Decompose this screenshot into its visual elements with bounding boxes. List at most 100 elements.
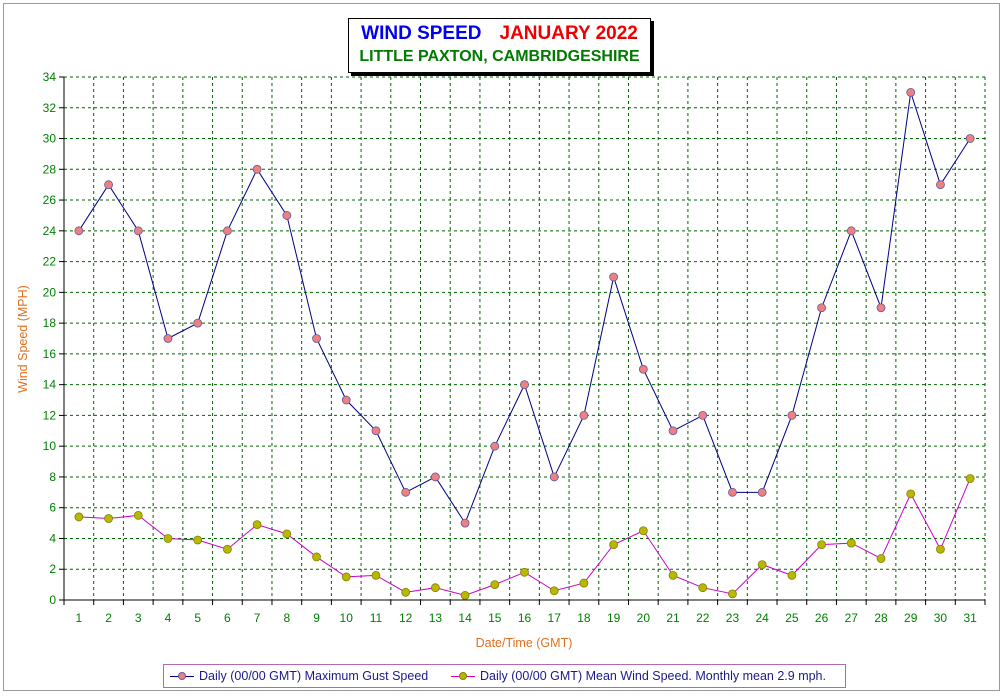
chart-subtitle: LITTLE PAXTON, CAMBRIDGESHIRE: [359, 48, 640, 65]
mean-point: [401, 587, 411, 597]
gust-point: [638, 364, 648, 374]
gust-point: [787, 411, 797, 420]
y-tick-label: 30: [43, 132, 57, 146]
chart-frame: [3, 3, 1000, 691]
x-tick-label: 30: [934, 611, 948, 625]
gust-point: [579, 411, 589, 420]
y-tick-label: 4: [49, 531, 56, 545]
gust-point: [460, 518, 470, 528]
y-tick-label: 8: [49, 470, 56, 484]
y-tick-label: 20: [43, 285, 57, 299]
gust-point: [520, 380, 529, 390]
gust-point: [104, 180, 113, 190]
gust-point: [490, 441, 500, 451]
mean-point: [430, 583, 440, 593]
gust-point: [609, 272, 619, 282]
title-main: WIND SPEED: [361, 23, 482, 44]
mean-point: [936, 544, 945, 554]
x-tick-label: 15: [488, 611, 502, 625]
gust-point: [728, 487, 737, 497]
mean-point: [282, 529, 292, 539]
x-tick-label: 11: [370, 611, 383, 625]
y-tick-label: 6: [49, 501, 56, 515]
mean-point: [460, 590, 470, 600]
gust-point: [430, 472, 440, 482]
y-tick-label: 18: [43, 316, 57, 330]
gust-point: [936, 180, 945, 190]
x-tick-label: 2: [105, 611, 112, 625]
mean-point: [252, 520, 262, 530]
mean-point: [549, 586, 559, 596]
x-tick-label: 9: [313, 611, 320, 625]
x-tick-label: 27: [845, 611, 859, 625]
mean-point: [787, 570, 797, 580]
x-tick-label: 3: [135, 611, 142, 625]
x-tick-label: 17: [548, 611, 562, 625]
gust-point: [371, 426, 381, 436]
y-tick-label: 22: [43, 255, 57, 269]
gust-point: [876, 303, 886, 313]
mean-point: [104, 514, 113, 523]
mean-point: [341, 572, 351, 582]
x-tick-label: 16: [518, 611, 532, 625]
x-tick-label: 13: [429, 611, 443, 625]
x-tick-label: 31: [963, 611, 977, 625]
gust-point: [846, 226, 856, 236]
y-axis-title: Wind Speed (MPH): [16, 285, 30, 393]
y-tick-label: 14: [43, 378, 57, 392]
gust-point: [549, 472, 559, 482]
x-tick-label: 18: [577, 611, 591, 625]
mean-point: [223, 544, 232, 554]
chart-title-box: WIND SPEED JANUARY 2022 LITTLE PAXTON, CA…: [348, 18, 651, 73]
mean-point: [638, 526, 648, 536]
grid: [64, 76, 986, 600]
mean-point: [965, 474, 975, 483]
legend-mean-label: Daily (00/00 GMT) Mean Wind Speed. Month…: [480, 669, 826, 683]
mean-point: [668, 570, 678, 580]
x-tick-label: 12: [399, 611, 413, 625]
gust-point: [757, 487, 767, 497]
legend-gust-label: Daily (00/00 GMT) Maximum Gust Speed: [199, 669, 429, 683]
x-axis-title: Date/Time (GMT): [476, 636, 573, 650]
x-tick-label: 21: [666, 611, 680, 625]
mean-point: [193, 535, 203, 545]
mean-point: [163, 534, 173, 543]
x-tick-label: 10: [340, 611, 354, 625]
y-tick-label: 32: [43, 101, 57, 115]
x-tick-label: 28: [874, 611, 888, 625]
gust-point: [163, 334, 173, 343]
x-tick-label: 23: [726, 611, 740, 625]
mean-point: [312, 552, 321, 562]
y-tick-label: 26: [43, 193, 57, 207]
title-month: JANUARY 2022: [499, 23, 638, 44]
gust-point: [193, 318, 203, 328]
gust-point: [817, 303, 826, 313]
mean-point: [579, 578, 589, 588]
x-tick-label: 14: [458, 611, 472, 625]
mean-point: [876, 554, 886, 563]
mean-point: [609, 540, 619, 550]
mean-point: [698, 583, 708, 593]
x-tick-label: 6: [224, 611, 231, 625]
x-tick-label: 7: [254, 611, 261, 625]
x-tick-label: 5: [194, 611, 201, 625]
gust-point: [252, 164, 262, 174]
x-tick-label: 1: [76, 611, 83, 625]
mean-point: [906, 489, 916, 499]
x-tick-label: 8: [283, 611, 290, 625]
y-tick-label: 12: [43, 408, 57, 422]
mean-point: [133, 510, 143, 520]
legend-gust-marker: [178, 672, 186, 680]
y-tick-label: 28: [43, 162, 57, 176]
gust-point: [341, 395, 351, 405]
y-tick-label: 2: [49, 562, 56, 576]
gust-point: [401, 487, 411, 497]
y-tick-label: 24: [43, 224, 57, 238]
x-tick-label: 20: [637, 611, 651, 625]
x-tick-label: 29: [904, 611, 918, 625]
gust-point: [312, 334, 321, 343]
gust-point: [133, 226, 143, 236]
gust-point: [223, 226, 232, 236]
mean-point: [371, 570, 381, 580]
